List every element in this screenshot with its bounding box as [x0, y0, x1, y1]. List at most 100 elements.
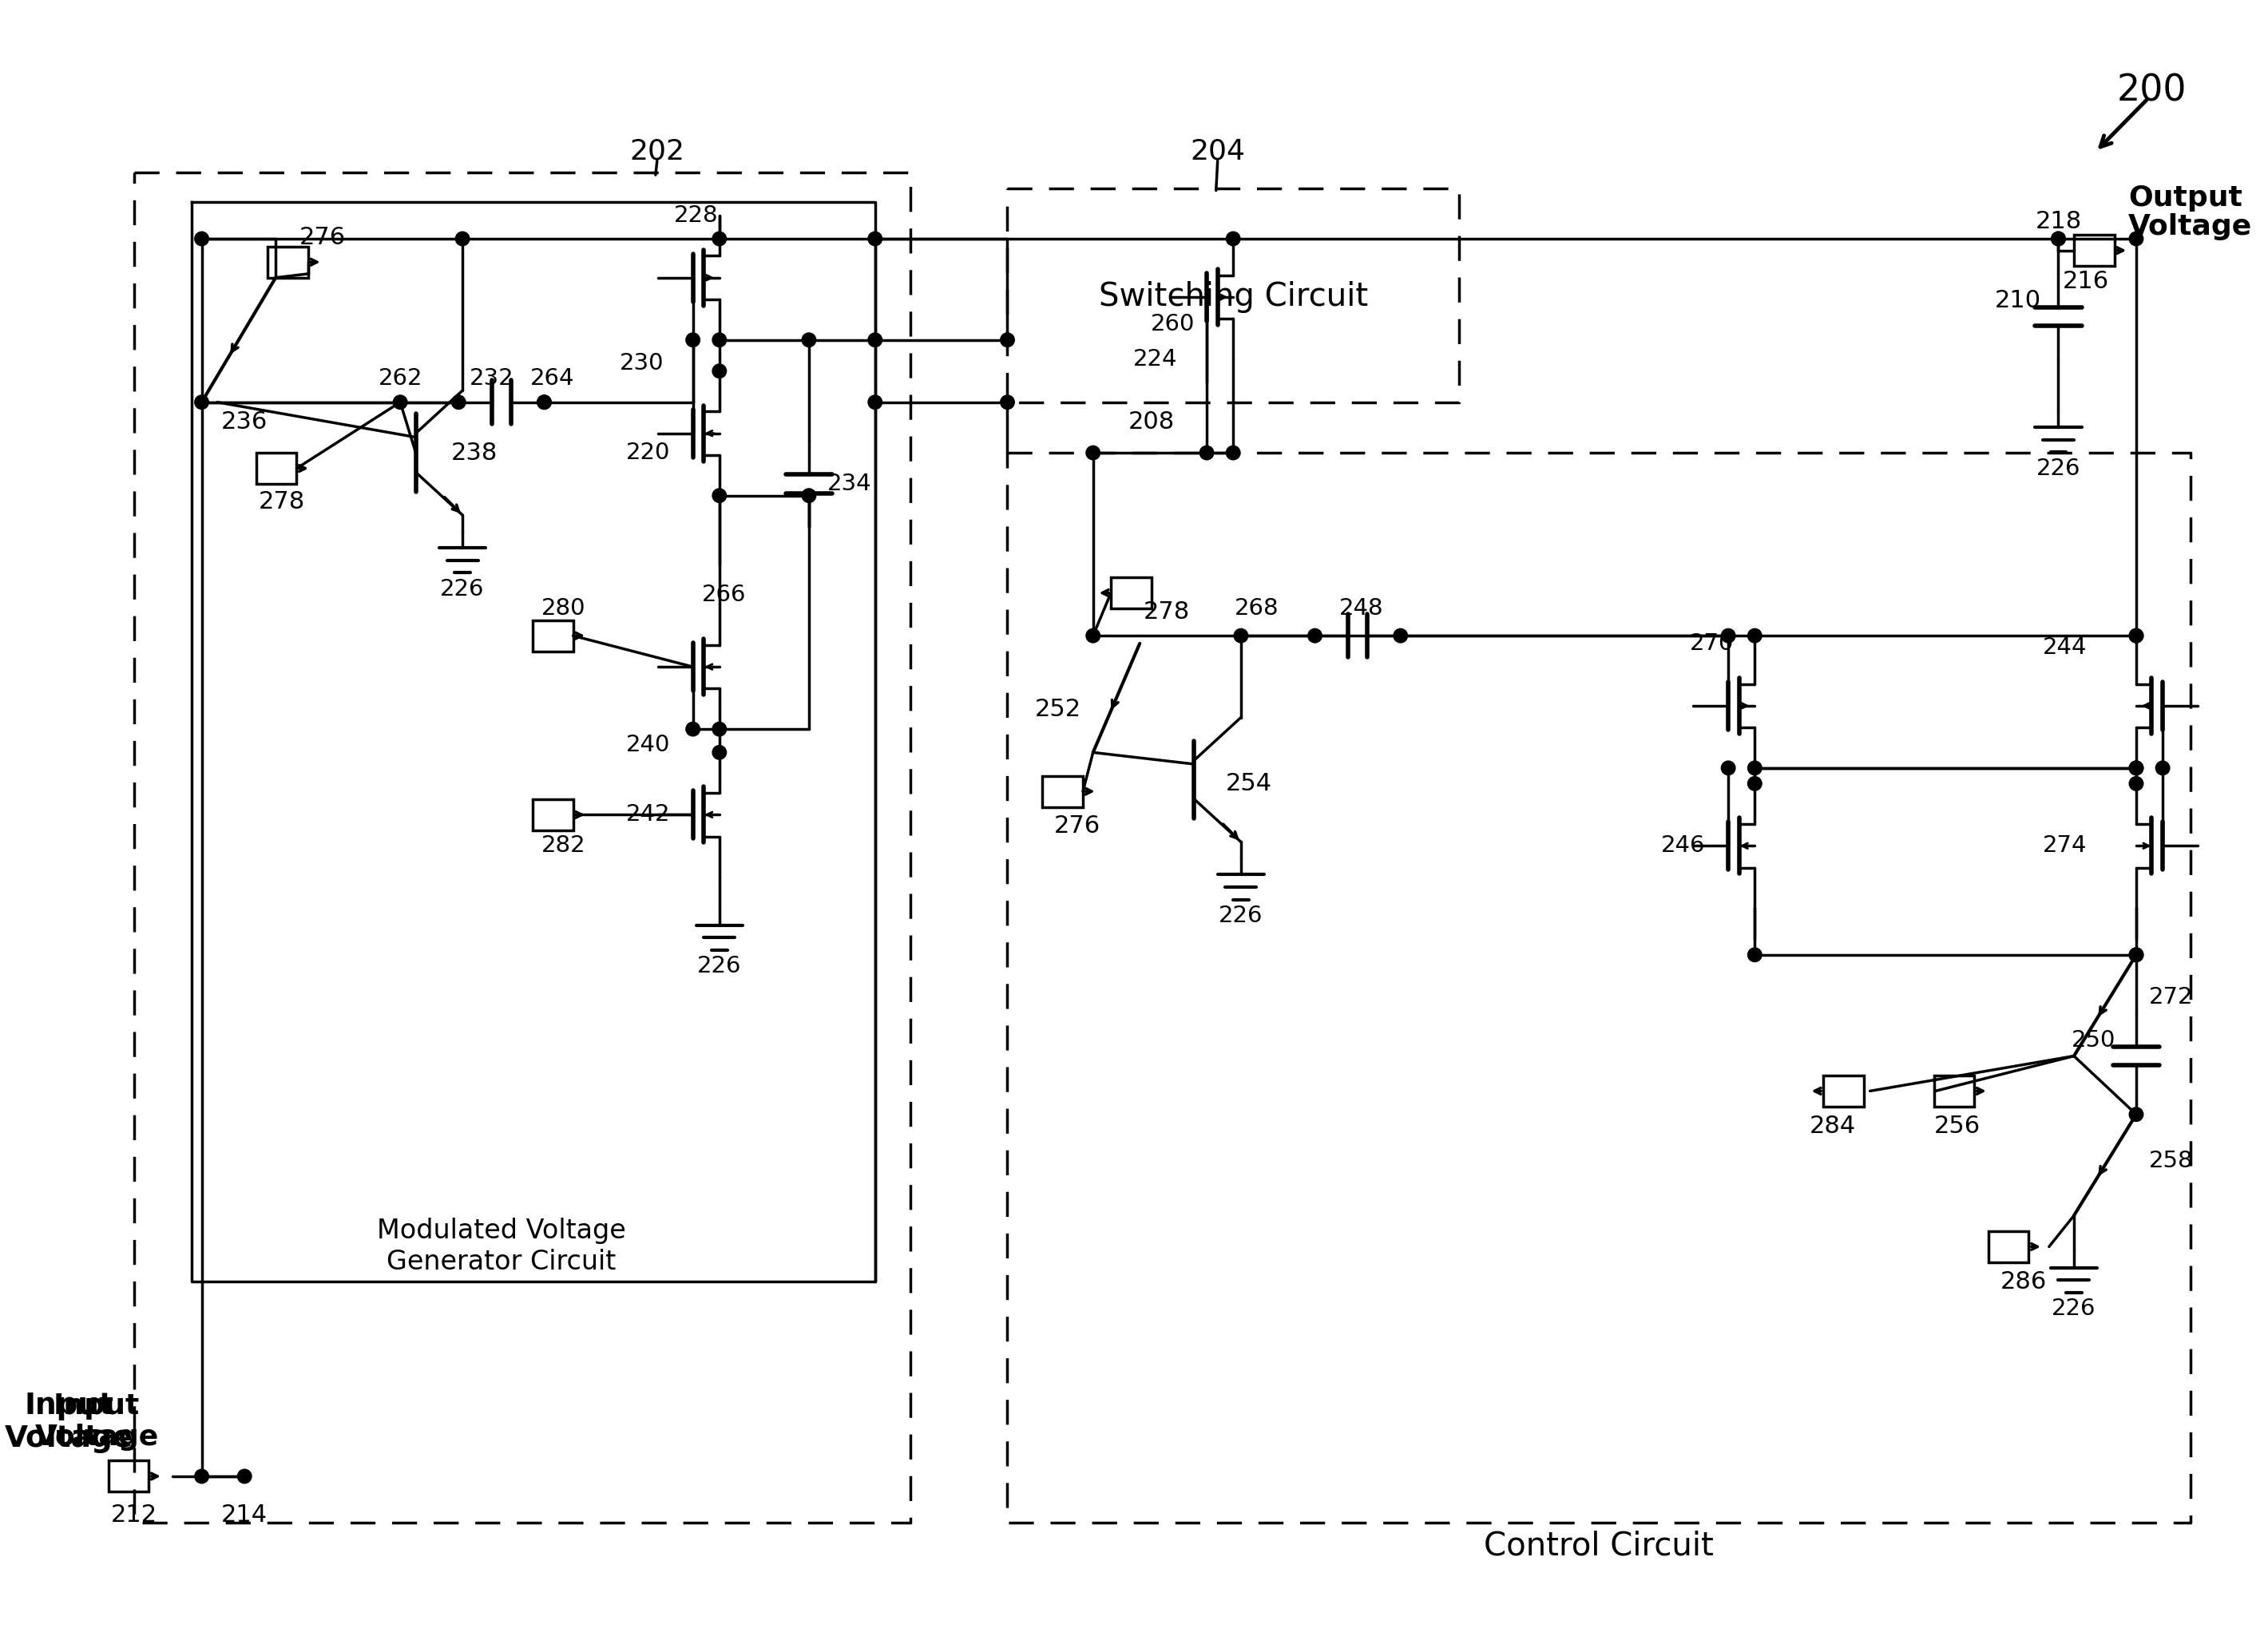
- Text: 236: 236: [222, 410, 268, 433]
- Text: 238: 238: [451, 441, 497, 464]
- Circle shape: [1086, 629, 1100, 643]
- Circle shape: [1086, 446, 1100, 459]
- Circle shape: [712, 231, 726, 246]
- Text: Output: Output: [2127, 185, 2243, 211]
- Circle shape: [2155, 762, 2170, 775]
- Text: 202: 202: [631, 139, 685, 165]
- Text: 230: 230: [619, 352, 665, 375]
- Text: 256: 256: [1935, 1115, 1980, 1138]
- Text: 226: 226: [2037, 458, 2080, 479]
- Text: 252: 252: [1034, 699, 1082, 722]
- Circle shape: [1234, 629, 1247, 643]
- Circle shape: [1749, 776, 1762, 791]
- Text: Voltage: Voltage: [34, 1424, 159, 1450]
- Text: 226: 226: [1218, 905, 1263, 927]
- Circle shape: [2130, 1107, 2143, 1122]
- Circle shape: [712, 334, 726, 347]
- Text: 274: 274: [2043, 834, 2087, 857]
- Text: 220: 220: [626, 441, 669, 464]
- Circle shape: [538, 395, 551, 410]
- Circle shape: [2130, 762, 2143, 775]
- Circle shape: [1309, 629, 1322, 643]
- Text: 210: 210: [1994, 289, 2041, 312]
- Text: Generator Circuit: Generator Circuit: [388, 1249, 617, 1275]
- Circle shape: [1721, 762, 1735, 775]
- Text: 224: 224: [1134, 349, 1177, 370]
- Circle shape: [2050, 231, 2066, 246]
- Text: 208: 208: [1127, 410, 1175, 433]
- Text: 278: 278: [1143, 601, 1191, 624]
- Circle shape: [195, 395, 209, 410]
- Text: 200: 200: [2116, 73, 2186, 109]
- Circle shape: [869, 395, 882, 410]
- Circle shape: [195, 1469, 209, 1483]
- Text: 226: 226: [440, 578, 485, 600]
- Circle shape: [392, 395, 408, 410]
- Text: 278: 278: [259, 491, 306, 514]
- Circle shape: [2130, 776, 2143, 791]
- Circle shape: [238, 1469, 252, 1483]
- Text: 254: 254: [1225, 771, 1272, 795]
- Text: 268: 268: [1234, 598, 1279, 620]
- Text: 232: 232: [469, 368, 513, 390]
- Text: 204: 204: [1191, 139, 1245, 165]
- Text: 240: 240: [626, 733, 669, 757]
- Text: 250: 250: [2071, 1029, 2116, 1052]
- Circle shape: [1393, 629, 1408, 643]
- Circle shape: [1000, 334, 1014, 347]
- Text: Voltage: Voltage: [2127, 213, 2252, 241]
- Text: 280: 280: [542, 598, 585, 620]
- Circle shape: [803, 489, 816, 502]
- Text: 262: 262: [379, 368, 422, 390]
- Circle shape: [1721, 629, 1735, 643]
- Text: Switching Circuit: Switching Circuit: [1098, 281, 1368, 314]
- Circle shape: [2130, 948, 2143, 961]
- Text: Input: Input: [54, 1393, 141, 1419]
- Text: 266: 266: [701, 585, 746, 606]
- Text: 260: 260: [1150, 314, 1195, 335]
- Circle shape: [451, 395, 465, 410]
- Circle shape: [1227, 231, 1241, 246]
- Circle shape: [712, 722, 726, 737]
- Circle shape: [685, 722, 701, 737]
- Circle shape: [869, 231, 882, 246]
- Circle shape: [1227, 446, 1241, 459]
- Text: 216: 216: [2062, 269, 2109, 292]
- Text: 234: 234: [828, 472, 871, 496]
- Text: 228: 228: [674, 205, 719, 226]
- Text: Voltage: Voltage: [5, 1424, 134, 1454]
- Circle shape: [1749, 629, 1762, 643]
- Text: Control Circuit: Control Circuit: [1483, 1530, 1715, 1563]
- Circle shape: [2130, 629, 2143, 643]
- Text: 212: 212: [111, 1503, 156, 1526]
- Circle shape: [2130, 231, 2143, 246]
- Circle shape: [1749, 762, 1762, 775]
- Circle shape: [2130, 948, 2143, 961]
- Circle shape: [2130, 762, 2143, 775]
- Circle shape: [2130, 629, 2143, 643]
- Text: 218: 218: [2034, 210, 2082, 233]
- Text: 264: 264: [531, 368, 574, 390]
- Circle shape: [195, 231, 209, 246]
- Circle shape: [456, 231, 469, 246]
- Text: 286: 286: [2000, 1270, 2046, 1294]
- Text: 242: 242: [626, 803, 669, 826]
- Circle shape: [712, 489, 726, 502]
- Circle shape: [538, 395, 551, 410]
- Text: 272: 272: [2150, 986, 2193, 1009]
- Text: 246: 246: [1660, 834, 1706, 857]
- Text: 244: 244: [2043, 636, 2087, 659]
- Text: Modulated Voltage: Modulated Voltage: [376, 1218, 626, 1244]
- Circle shape: [2050, 231, 2066, 246]
- Circle shape: [685, 334, 701, 347]
- Text: 226: 226: [2053, 1298, 2096, 1320]
- Text: 270: 270: [1690, 633, 1735, 654]
- Circle shape: [1000, 395, 1014, 410]
- Circle shape: [1749, 948, 1762, 961]
- Text: Input: Input: [25, 1393, 113, 1421]
- Text: 276: 276: [299, 226, 345, 249]
- Text: 282: 282: [542, 834, 585, 857]
- Text: 258: 258: [2150, 1150, 2193, 1173]
- Circle shape: [712, 363, 726, 378]
- Circle shape: [1200, 446, 1213, 459]
